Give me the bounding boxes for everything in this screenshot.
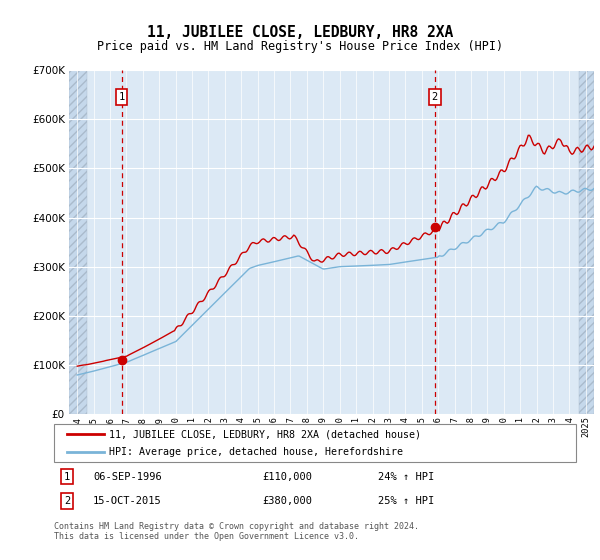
FancyBboxPatch shape	[54, 424, 576, 462]
Text: 25% ↑ HPI: 25% ↑ HPI	[377, 496, 434, 506]
Text: 1: 1	[64, 472, 70, 482]
Text: 2: 2	[64, 496, 70, 506]
Text: 15-OCT-2015: 15-OCT-2015	[93, 496, 162, 506]
Text: Contains HM Land Registry data © Crown copyright and database right 2024.
This d: Contains HM Land Registry data © Crown c…	[54, 522, 419, 542]
Text: £380,000: £380,000	[263, 496, 313, 506]
Text: 24% ↑ HPI: 24% ↑ HPI	[377, 472, 434, 482]
Text: 11, JUBILEE CLOSE, LEDBURY, HR8 2XA (detached house): 11, JUBILEE CLOSE, LEDBURY, HR8 2XA (det…	[109, 429, 421, 439]
Bar	[69, 70, 87, 414]
Bar	[579, 70, 594, 414]
Text: Price paid vs. HM Land Registry's House Price Index (HPI): Price paid vs. HM Land Registry's House …	[97, 40, 503, 53]
Text: HPI: Average price, detached house, Herefordshire: HPI: Average price, detached house, Here…	[109, 447, 403, 458]
Text: 06-SEP-1996: 06-SEP-1996	[93, 472, 162, 482]
Text: 2: 2	[432, 92, 438, 102]
Text: £110,000: £110,000	[263, 472, 313, 482]
Text: 1: 1	[118, 92, 125, 102]
Bar	[579, 70, 594, 414]
Text: 11, JUBILEE CLOSE, LEDBURY, HR8 2XA: 11, JUBILEE CLOSE, LEDBURY, HR8 2XA	[147, 25, 453, 40]
Bar	[69, 70, 87, 414]
